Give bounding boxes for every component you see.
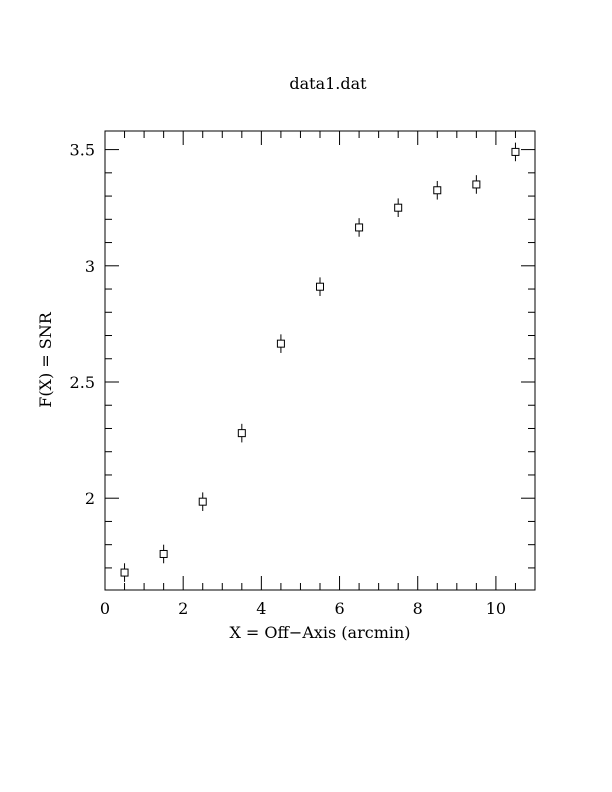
x-tick-label: 4: [256, 599, 266, 618]
y-tick-label: 3.5: [70, 141, 95, 160]
axis-ticks: [104, 131, 536, 590]
x-axis-label: X = Off−Axis (arcmin): [229, 623, 410, 642]
data-point: [159, 549, 168, 558]
data-point: [511, 147, 520, 156]
chart-title: data1.dat: [289, 74, 367, 93]
data-point: [394, 203, 403, 212]
data-point: [472, 180, 481, 189]
x-tick-label: 0: [100, 599, 110, 618]
y-tick-label: 2: [85, 489, 95, 508]
y-tick-label: 3: [85, 257, 95, 276]
tick-labels: 0 2 4 6 8 10 2 2.5 3 3.5: [70, 141, 507, 618]
data-point: [237, 429, 246, 438]
data-point: [276, 339, 285, 348]
y-tick-label: 2.5: [70, 373, 95, 392]
data-point: [433, 186, 442, 195]
data-point: [120, 568, 129, 577]
x-tick-label: 10: [486, 599, 506, 618]
x-tick-label: 6: [334, 599, 344, 618]
data-points: [120, 142, 520, 582]
y-axis-label: F(X) = SNR: [36, 311, 55, 408]
plot-frame: [104, 130, 536, 591]
x-tick-label: 8: [413, 599, 423, 618]
data-point: [316, 282, 324, 291]
data-point: [355, 223, 364, 232]
x-tick-label: 2: [178, 599, 188, 618]
data-point: [198, 497, 207, 506]
